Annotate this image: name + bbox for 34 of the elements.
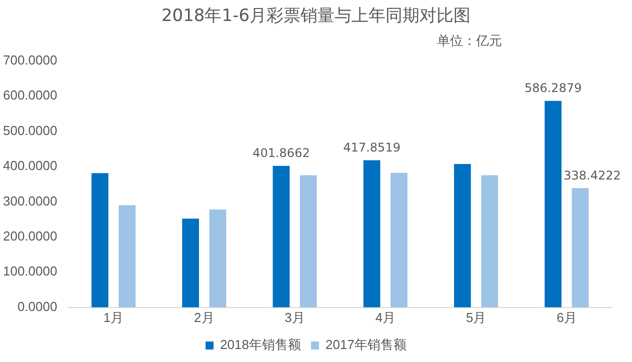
bar bbox=[572, 188, 589, 308]
chart-title: 2018年1-6月彩票销量与上年同期对比图 bbox=[160, 5, 472, 27]
y-tick-label: 100.0000 bbox=[2, 264, 58, 279]
bar bbox=[300, 175, 317, 308]
y-tick-label: 300.0000 bbox=[2, 193, 58, 208]
bar bbox=[544, 100, 562, 308]
bar bbox=[272, 166, 290, 308]
y-tick-label: 700.0000 bbox=[2, 52, 58, 68]
x-tick-label: 4月 bbox=[375, 310, 396, 325]
y-tick-label: 400.0000 bbox=[2, 158, 58, 174]
data-label: 586.2879 bbox=[524, 80, 582, 95]
x-tick-label: 6月 bbox=[556, 310, 577, 325]
y-tick-label: 600.0000 bbox=[2, 88, 58, 103]
data-label: 401.8662 bbox=[252, 146, 310, 160]
x-tick-label: 3月 bbox=[284, 310, 305, 325]
y-tick-label: 500.0000 bbox=[2, 122, 58, 138]
bar bbox=[454, 164, 471, 308]
bar bbox=[481, 175, 498, 308]
bar bbox=[209, 209, 226, 308]
x-tick-label: 1月 bbox=[103, 310, 124, 325]
legend-label: 2018年销售额 bbox=[220, 337, 301, 352]
bar bbox=[363, 160, 380, 308]
x-tick-label: 5月 bbox=[466, 310, 486, 325]
data-label: 338.4222 bbox=[564, 168, 621, 182]
bar bbox=[182, 218, 199, 308]
data-label: 417.8519 bbox=[343, 140, 400, 154]
x-tick-label: 2月 bbox=[194, 310, 214, 325]
bar bbox=[118, 205, 136, 308]
legend-label: 2017年销售额 bbox=[326, 337, 406, 352]
y-tick-label: 200.0000 bbox=[2, 228, 58, 244]
bar bbox=[390, 172, 408, 308]
bar bbox=[92, 173, 108, 308]
y-tick-label: 0.0000 bbox=[17, 298, 58, 314]
chart-subtitle: 单位：亿元 bbox=[437, 33, 502, 50]
